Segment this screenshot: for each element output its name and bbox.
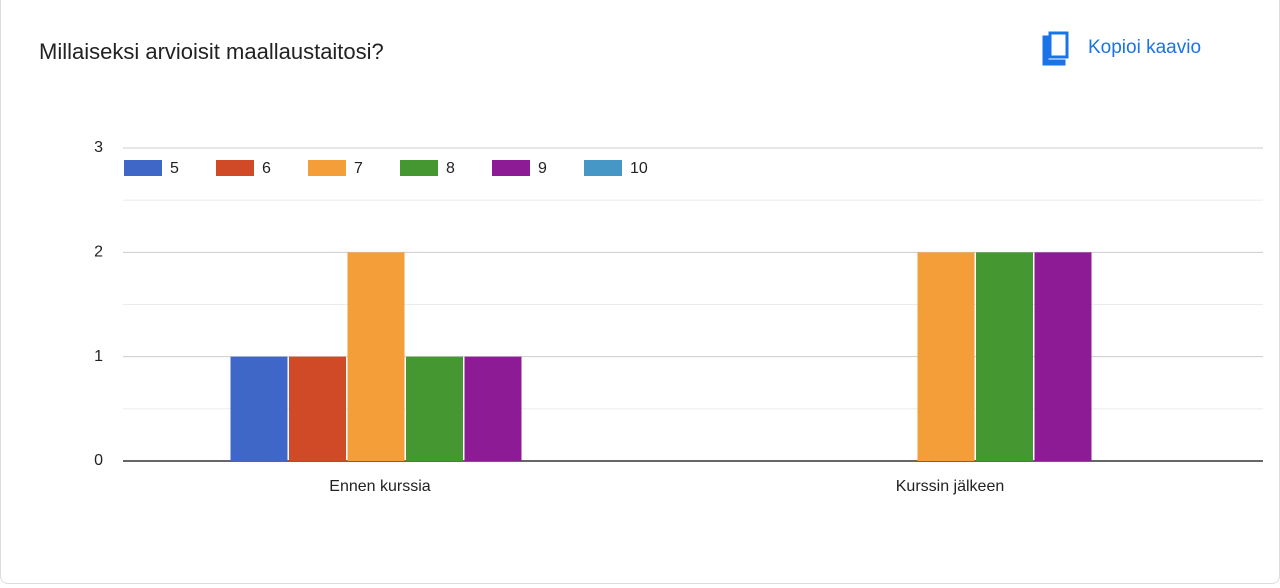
bar xyxy=(917,252,975,461)
y-tick-label: 3 xyxy=(94,139,103,156)
chart-title: Millaiseksi arvioisit maallaustaitosi? xyxy=(39,39,384,64)
x-tick-label: Ennen kurssia xyxy=(329,478,430,495)
y-tick-label: 0 xyxy=(94,452,103,469)
legend-label: 7 xyxy=(354,160,363,177)
bar xyxy=(289,356,346,461)
bar xyxy=(464,356,522,461)
y-tick-label: 1 xyxy=(94,348,103,365)
bar xyxy=(230,356,288,461)
legend-swatch xyxy=(584,160,622,176)
legend-label: 6 xyxy=(262,160,271,177)
legend-label: 5 xyxy=(170,160,179,177)
bar xyxy=(1034,252,1092,461)
legend-swatch xyxy=(216,160,254,176)
x-tick-label: Kurssin jälkeen xyxy=(896,478,1005,495)
bar xyxy=(347,252,405,461)
copy-label[interactable]: Kopioi kaavio xyxy=(1088,37,1201,58)
legend-label: 9 xyxy=(538,160,547,177)
legend-swatch xyxy=(400,160,438,176)
legend-swatch xyxy=(492,160,530,176)
legend-swatch xyxy=(124,160,162,176)
copy-icon xyxy=(1042,31,1069,66)
y-tick-label: 2 xyxy=(94,244,103,261)
bar xyxy=(976,252,1033,461)
legend-label: 8 xyxy=(446,160,455,177)
legend-swatch xyxy=(308,160,346,176)
bar xyxy=(406,356,463,461)
legend-label: 10 xyxy=(630,160,648,177)
copy-button[interactable]: Kopioi kaavio xyxy=(1042,31,1201,66)
